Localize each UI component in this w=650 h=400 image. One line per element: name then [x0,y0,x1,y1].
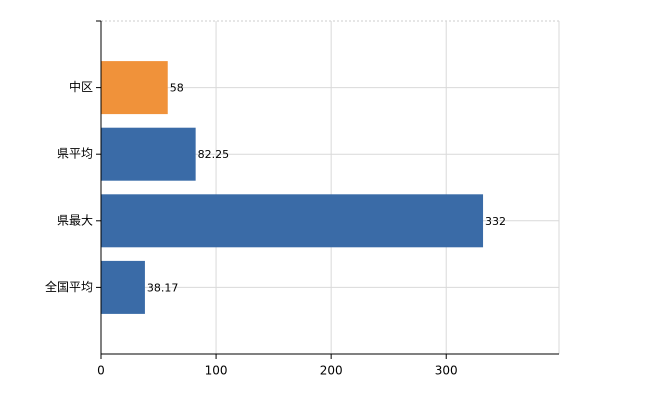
bar [101,127,196,181]
y-tick-label: 全国平均 [45,279,93,294]
y-tick-label: 県最大 [57,213,93,227]
bar [101,61,168,115]
x-tick-label: 100 [205,364,228,378]
bar [101,194,484,248]
y-tick-label: 県平均 [57,147,93,161]
value-label: 82.25 [198,148,230,161]
value-label: 332 [485,215,506,228]
x-tick-label: 0 [97,364,105,378]
y-tick-label: 中区 [69,79,93,94]
x-tick-label: 200 [320,364,343,378]
value-label: 58 [170,82,184,95]
bar [101,260,145,314]
value-label: 38.17 [147,281,179,294]
x-tick-label: 300 [435,364,458,378]
